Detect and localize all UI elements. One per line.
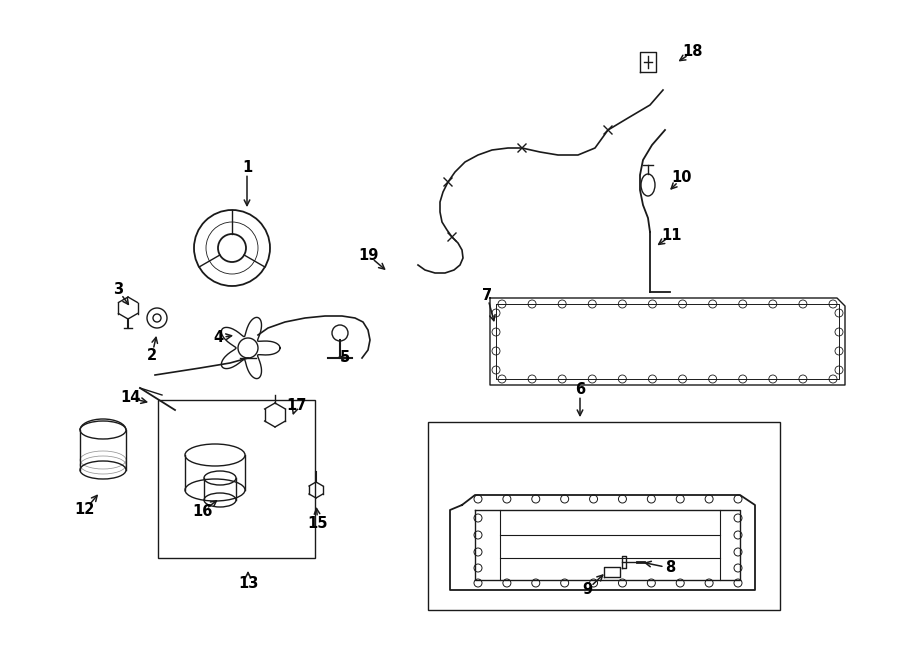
Text: 4: 4 [213, 330, 223, 346]
Text: 14: 14 [120, 391, 140, 405]
Text: 15: 15 [308, 516, 328, 531]
Text: 7: 7 [482, 288, 492, 303]
Text: 11: 11 [662, 227, 682, 243]
Text: 9: 9 [582, 582, 592, 598]
Text: 2: 2 [147, 348, 158, 362]
Text: 10: 10 [671, 171, 692, 186]
Text: 6: 6 [575, 383, 585, 397]
Text: 3: 3 [112, 282, 123, 297]
Bar [428, 422, 780, 610]
Text: 8: 8 [665, 561, 675, 576]
Text: 12: 12 [75, 502, 95, 518]
Text: 1: 1 [242, 161, 252, 176]
Text: 5: 5 [340, 350, 350, 366]
Text: 17: 17 [286, 397, 306, 412]
Text: 18: 18 [683, 44, 703, 59]
Text: 16: 16 [192, 504, 212, 520]
Bar [158, 400, 315, 558]
Text: 13: 13 [238, 576, 258, 590]
Text: 19: 19 [358, 247, 378, 262]
